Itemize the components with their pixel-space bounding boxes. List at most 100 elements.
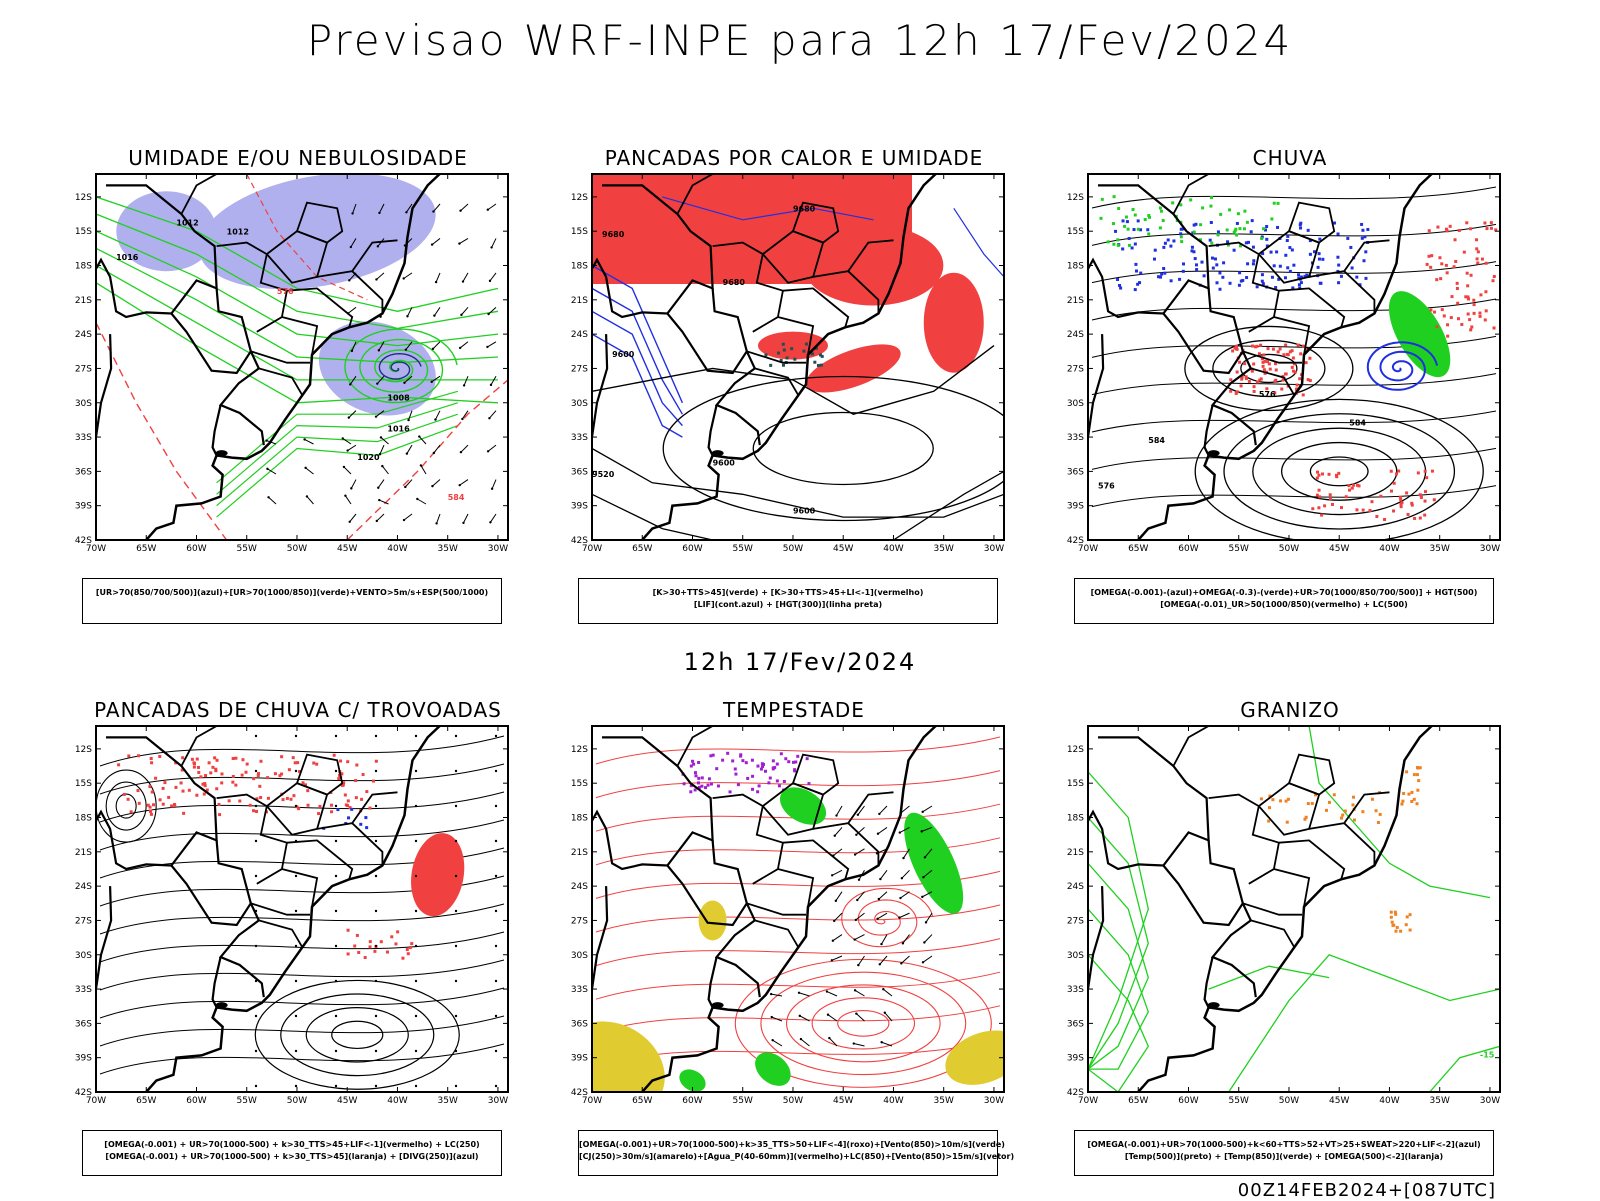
convection-red-area [297,807,301,811]
severe-purple-area [716,784,720,788]
lon-label: 30W [488,544,508,554]
lon-label: 35W [1430,544,1450,554]
omega-red-area [1439,277,1443,281]
convection-red-area [158,798,162,802]
omega-blue-area [1299,226,1303,230]
contour-label: 584 [448,493,465,502]
omega-blue-area [1136,219,1140,223]
omega-red-area [1475,238,1479,242]
omega-green-area [1189,198,1193,202]
wind-arrow [488,306,497,315]
omega500-orange-area [1310,801,1314,805]
streamline-arrowhead [414,1049,418,1053]
omega-blue-area [1363,235,1367,239]
wind-arrow [462,272,469,282]
lat-label: 21S [571,296,588,306]
wind-arrow [432,210,435,213]
country-border [96,257,172,319]
wind-arrow [342,465,346,469]
wind-arrow [349,513,357,523]
wind-arrow [374,415,378,418]
lon-label: 70W [86,1096,106,1106]
state-border [1172,174,1211,215]
streamline-arrowhead [454,944,458,948]
streamline-arrowhead [414,979,418,983]
omega-blue-area [1250,219,1254,223]
severe-purple-area [794,760,798,764]
omega-blue-area [1162,245,1166,249]
streamline-arrowhead [294,909,298,913]
height-streamline [1091,373,1497,396]
omega-red-area [1240,377,1244,381]
convection-red-area [280,755,284,759]
wind-vector [853,853,857,856]
omega-red-area [1466,312,1470,316]
omega-red-area [1489,221,1493,225]
country-border [170,312,252,375]
omega-red-area [1379,494,1383,498]
omega-red-area [1491,279,1495,283]
severe-purple-area [775,762,779,766]
streamline-arrowhead [374,839,378,843]
wind-vector [826,991,838,997]
omega-green-area [1238,227,1242,231]
convection-red-area [408,946,412,950]
omega-blue-area [1297,273,1301,277]
lon-label: 35W [438,1096,458,1106]
wind-vector [833,834,836,837]
wind-vector [828,1036,831,1040]
wind-arrow [489,410,497,419]
height-streamline [1091,447,1497,470]
lon-label: 55W [1229,544,1249,554]
omega-blue-area [1285,238,1289,242]
lc850-contour [595,938,1001,967]
convection-red-area [330,810,334,814]
lon-label: 50W [1279,544,1299,554]
lon-label: 55W [733,1096,753,1106]
wind-arrow [486,208,490,211]
wind-arrow [487,203,497,211]
convection-red-area [149,757,153,761]
wind-arrow [487,444,497,452]
omega-blue-area [1244,241,1248,245]
convection-red-area [204,774,208,778]
lat-label: 36S [1067,1019,1084,1029]
lat-label: 15S [1067,779,1084,789]
convection-red-area [332,753,336,757]
lat-label: 18S [1067,262,1084,272]
omega-blue-area [1162,267,1166,271]
omega-blue-area [1146,228,1150,232]
lat-label: 15S [571,227,588,237]
omega-blue-area [1208,238,1212,242]
omega-green-area [1210,241,1214,245]
wind-vector [835,814,838,817]
height-streamline [1091,186,1497,209]
omega-red-area [1460,322,1464,326]
omega-blue-area [1318,237,1322,241]
wind-arrow [349,245,353,249]
convection-red-area [151,803,155,807]
omega-blue-area [1308,239,1312,243]
omega500-orange-area [1378,812,1382,816]
wind-vector [878,805,888,815]
streamline-arrowhead [494,839,498,843]
omega-red-area [1456,301,1460,305]
omega-red-area [1398,495,1402,499]
lon-label: 50W [287,544,307,554]
convection-red-area [266,796,270,800]
state-border [1288,201,1336,244]
legend-line-1: [K>30+TTS>45](verde) + [K>30+TTS>45+LI<-… [652,588,924,597]
wind-vector [854,989,865,997]
severe-purple-area [779,752,783,756]
wind-arrow [306,496,314,505]
omega-red-area [1356,483,1360,487]
lat-label: 30S [75,951,92,961]
streamline-arrowhead [334,944,338,948]
convection-red-area [396,930,400,934]
omega-red-area [1260,357,1264,361]
wind-arrow [491,238,497,248]
lon-label: 40W [387,544,407,554]
wind-arrow [458,242,461,245]
wind-vector [900,876,904,880]
omega-red-area [1397,469,1401,473]
